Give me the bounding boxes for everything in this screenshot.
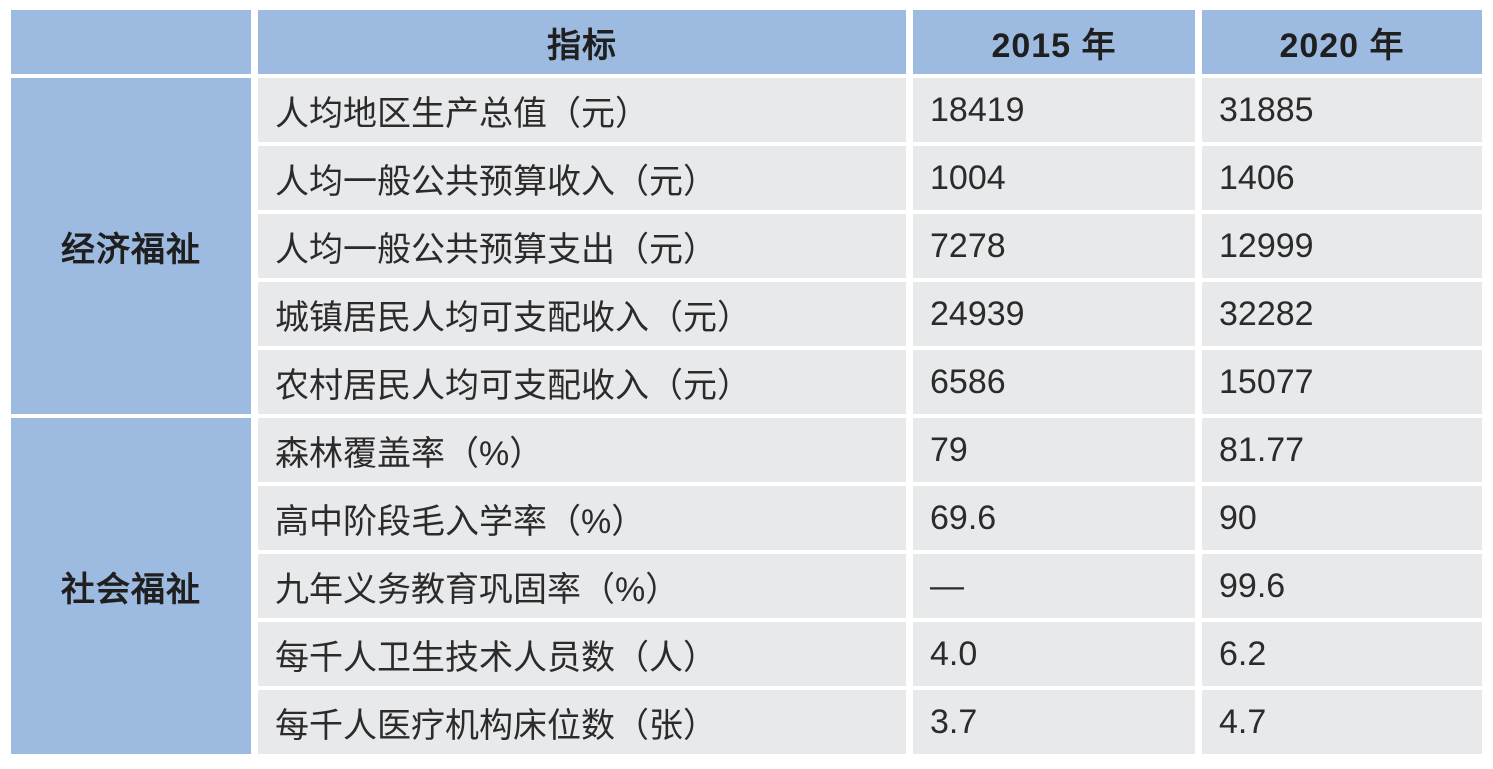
group-label-social-welfare: 社会福祉: [11, 418, 251, 754]
indicator-cell: 人均地区生产总值（元）: [258, 78, 906, 142]
welfare-indicators-table: 指标 2015 年 2020 年 经济福祉 社会福祉 人均地区生产总值（元） 1…: [11, 10, 1482, 754]
value-2015-cell: 1004: [913, 146, 1195, 210]
value-2020-cell: 1406: [1202, 146, 1482, 210]
indicator-cell: 九年义务教育巩固率（%）: [258, 554, 906, 618]
value-2015-cell: 79: [913, 418, 1195, 482]
value-2015-cell: 4.0: [913, 622, 1195, 686]
indicator-cell: 每千人医疗机构床位数（张）: [258, 690, 906, 754]
value-2020-cell: 99.6: [1202, 554, 1482, 618]
indicator-cell: 森林覆盖率（%）: [258, 418, 906, 482]
value-2015-cell: 7278: [913, 214, 1195, 278]
indicator-cell: 农村居民人均可支配收入（元）: [258, 350, 906, 414]
value-2020-cell: 6.2: [1202, 622, 1482, 686]
value-2015-cell: 24939: [913, 282, 1195, 346]
value-2020-cell: 4.7: [1202, 690, 1482, 754]
indicator-cell: 高中阶段毛入学率（%）: [258, 486, 906, 550]
header-indicator: 指标: [258, 10, 906, 74]
indicator-cell: 城镇居民人均可支配收入（元）: [258, 282, 906, 346]
value-2015-cell: —: [913, 554, 1195, 618]
indicator-cell: 每千人卫生技术人员数（人）: [258, 622, 906, 686]
value-2020-cell: 81.77: [1202, 418, 1482, 482]
value-2020-cell: 12999: [1202, 214, 1482, 278]
header-corner-cell: [11, 10, 251, 74]
value-2020-cell: 32282: [1202, 282, 1482, 346]
header-year-2015: 2015 年: [913, 10, 1195, 74]
value-2015-cell: 6586: [913, 350, 1195, 414]
indicator-cell: 人均一般公共预算收入（元）: [258, 146, 906, 210]
value-2015-cell: 69.6: [913, 486, 1195, 550]
value-2020-cell: 90: [1202, 486, 1482, 550]
header-year-2020: 2020 年: [1202, 10, 1482, 74]
group-label-economic-welfare: 经济福祉: [11, 78, 251, 414]
value-2020-cell: 15077: [1202, 350, 1482, 414]
indicator-cell: 人均一般公共预算支出（元）: [258, 214, 906, 278]
value-2015-cell: 3.7: [913, 690, 1195, 754]
value-2020-cell: 31885: [1202, 78, 1482, 142]
value-2015-cell: 18419: [913, 78, 1195, 142]
